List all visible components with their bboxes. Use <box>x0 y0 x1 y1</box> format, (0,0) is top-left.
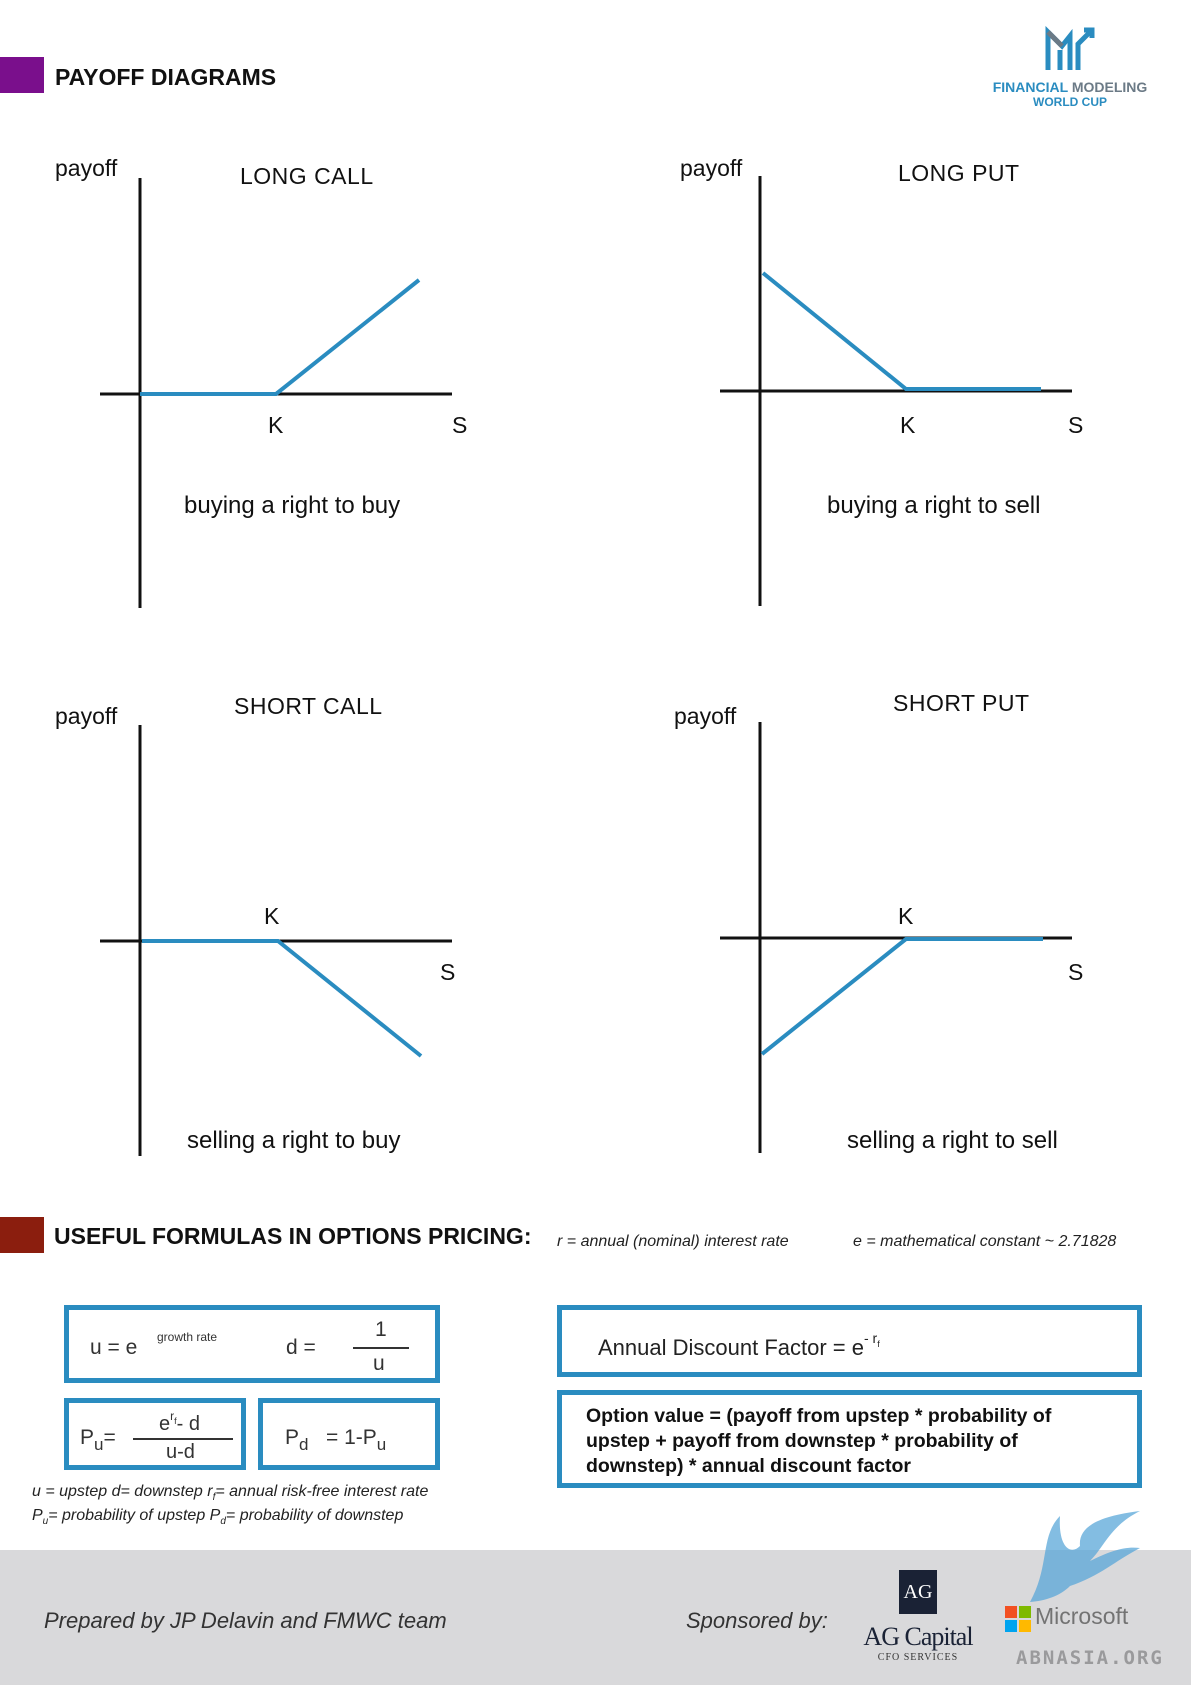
pu-denominator: u-d <box>166 1441 195 1463</box>
ag-capital-sub: CFO SERVICES <box>877 1652 959 1663</box>
formula-box-pu: Pu= erf- d u-d <box>64 1398 246 1470</box>
d-formula-numerator: 1 <box>375 1318 387 1341</box>
microsoft-windows-icon <box>1005 1606 1031 1632</box>
logo-line-2: WORLD CUP <box>1033 95 1107 109</box>
x-axis-label: S <box>452 412 468 438</box>
diagram-description: buying a right to sell <box>827 492 1041 519</box>
fraction-bar <box>133 1438 233 1440</box>
legend-line-1: u = upstep d= downstep rf= annual risk-f… <box>32 1483 429 1503</box>
diagram-title: SHORT CALL <box>234 693 383 719</box>
y-axis-label: payoff <box>674 703 737 729</box>
formula-box-discount-factor: Annual Discount Factor = e- rf <box>557 1305 1142 1377</box>
option-value-text: Option value = (payoff from upstep * pro… <box>586 1405 1052 1477</box>
section-marker <box>0 1217 44 1253</box>
sponsored-by: Sponsored by: <box>686 1608 828 1633</box>
diagram-description: selling a right to buy <box>187 1127 401 1154</box>
page-title: PAYOFF DIAGRAMS <box>55 64 277 90</box>
ag-monogram-icon: AG <box>899 1570 937 1614</box>
strike-label: K <box>900 412 916 438</box>
y-axis-label: payoff <box>55 703 118 729</box>
fmwc-logo: FINANCIAL MODELING WORLD CUP <box>990 25 1150 109</box>
formulas-title: USEFUL FORMULAS IN OPTIONS PRICING: <box>54 1223 532 1249</box>
d-formula-denominator: u <box>373 1352 385 1375</box>
d-formula-lhs: d = <box>286 1336 316 1359</box>
note-interest-rate: r = annual (nominal) interest rate <box>557 1233 789 1250</box>
formula-box-pd: Pd = 1-Pu <box>258 1398 440 1470</box>
payoff-line <box>761 271 1041 391</box>
ag-capital-name: AG Capital <box>863 1622 973 1651</box>
legend-line-2: Pu= probability of upstep Pd= probabilit… <box>32 1507 404 1527</box>
pu-numerator: erf- d <box>159 1409 200 1435</box>
diagram-title: SHORT PUT <box>893 690 1030 716</box>
u-formula-lhs: u = e <box>90 1336 138 1359</box>
microsoft-logo: Microsoft <box>1005 1603 1135 1637</box>
x-axis-label: S <box>1068 959 1084 985</box>
diagram-description: buying a right to buy <box>184 492 401 519</box>
diagram-title: LONG CALL <box>240 163 374 189</box>
x-axis-label: S <box>1068 412 1084 438</box>
payoff-line <box>142 939 423 1058</box>
strike-label: K <box>264 903 280 929</box>
ag-capital-logo: AG AG Capital CFO SERVICES <box>862 1570 974 1680</box>
strike-label: K <box>898 903 914 929</box>
payoff-line <box>760 937 1043 1056</box>
pu-lhs: Pu= <box>80 1426 116 1454</box>
fmwc-logo-icon <box>1045 25 1095 70</box>
note-constant-e: e = mathematical constant ~ 2.71828 <box>853 1233 1117 1250</box>
pd-formula: Pd = 1-Pu <box>285 1426 387 1454</box>
bird-watermark-icon <box>1030 1511 1140 1602</box>
formula-box-u-d: u = e growth rate d = 1 u <box>64 1305 440 1383</box>
formula-box-option-value: Option value = (payoff from upstep * pro… <box>557 1390 1142 1488</box>
fraction-bar <box>353 1347 409 1349</box>
section-marker <box>0 57 44 93</box>
prepared-by: Prepared by JP Delavin and FMWC team <box>44 1608 447 1633</box>
microsoft-name: Microsoft <box>1035 1603 1129 1629</box>
u-formula-exponent: growth rate <box>157 1330 218 1344</box>
payoff-line <box>140 278 421 396</box>
y-axis-label: payoff <box>680 155 743 181</box>
watermark-text: ABNASIA.ORG <box>1016 1647 1164 1669</box>
diagram-title: LONG PUT <box>898 160 1020 186</box>
strike-label: K <box>268 412 284 438</box>
diagram-description: selling a right to sell <box>847 1127 1058 1154</box>
footer: Prepared by JP Delavin and FMWC team Spo… <box>0 1511 1191 1685</box>
logo-line-1: FINANCIAL MODELING <box>992 79 1148 95</box>
x-axis-label: S <box>440 959 456 985</box>
y-axis-label: payoff <box>55 155 118 181</box>
discount-factor-text: Annual Discount Factor = e- rf <box>598 1330 880 1360</box>
